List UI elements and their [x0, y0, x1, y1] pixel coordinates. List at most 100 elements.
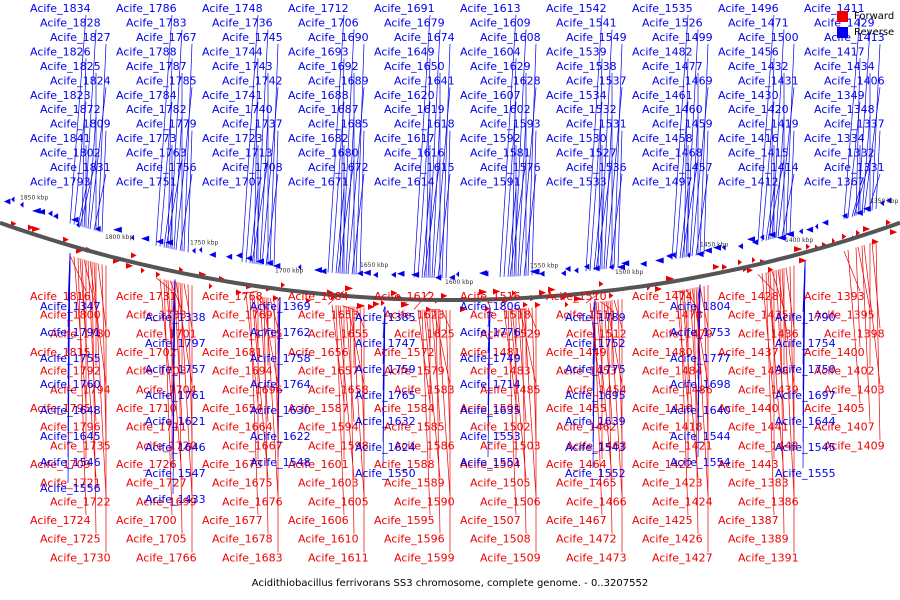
- gene-label[interactable]: Acife_1576: [480, 161, 541, 174]
- gene-label[interactable]: Acife_1367: [804, 176, 865, 189]
- gene-label[interactable]: Acife_1622: [250, 430, 311, 443]
- gene-label[interactable]: Acife_1420: [728, 103, 789, 116]
- gene-label[interactable]: Acife_1538: [556, 60, 617, 73]
- gene-label[interactable]: Acife_1610: [298, 533, 359, 546]
- gene-label[interactable]: Acife_1750: [775, 363, 836, 376]
- gene-label[interactable]: Acife_1591: [460, 176, 521, 189]
- gene-label[interactable]: Acife_1532: [556, 103, 617, 116]
- gene-label[interactable]: Acife_1823: [30, 89, 91, 102]
- gene-label[interactable]: Acife_1334: [804, 132, 865, 145]
- gene-label[interactable]: Acife_1546: [40, 456, 101, 469]
- gene-label[interactable]: Acife_1733: [126, 309, 187, 322]
- gene-label[interactable]: Acife_1681: [202, 346, 263, 359]
- gene-label[interactable]: Acife_1601: [288, 458, 349, 471]
- gene-label[interactable]: Acife_1677: [202, 514, 263, 527]
- gene-label[interactable]: Acife_1457: [652, 161, 713, 174]
- gene-label[interactable]: Acife_1453: [556, 365, 617, 378]
- gene-label[interactable]: Acife_1777: [670, 352, 731, 365]
- gene-label[interactable]: Acife_1667: [222, 439, 283, 452]
- gene-label[interactable]: Acife_1423: [642, 477, 703, 490]
- gene-label[interactable]: Acife_1698: [670, 378, 731, 391]
- gene-label[interactable]: Acife_1696: [222, 383, 283, 396]
- gene-label[interactable]: Acife_1432: [728, 60, 789, 73]
- gene-label[interactable]: Acife_1391: [738, 551, 799, 564]
- gene-label[interactable]: Acife_1764: [250, 378, 311, 391]
- gene-label[interactable]: Acife_1602: [470, 103, 531, 116]
- gene-label[interactable]: Acife_1592: [460, 132, 521, 145]
- gene-label[interactable]: Acife_1639: [565, 415, 626, 428]
- gene-label[interactable]: Acife_1485: [480, 383, 541, 396]
- gene-label[interactable]: Acife_1398: [824, 327, 885, 340]
- gene-label[interactable]: Acife_1516: [460, 290, 521, 303]
- gene-label[interactable]: Acife_1656: [288, 346, 349, 359]
- gene-label[interactable]: Acife_1609: [470, 16, 531, 29]
- gene-label[interactable]: Acife_1773: [116, 132, 177, 145]
- gene-label[interactable]: Acife_1583: [394, 383, 455, 396]
- gene-label[interactable]: Acife_1831: [50, 161, 111, 174]
- gene-label[interactable]: Acife_1541: [556, 16, 617, 29]
- gene-label[interactable]: Acife_1469: [652, 74, 713, 87]
- gene-label[interactable]: Acife_1518: [470, 309, 531, 322]
- gene-label[interactable]: Acife_1618: [394, 118, 455, 131]
- gene-label[interactable]: Acife_1744: [202, 45, 263, 58]
- gene-label[interactable]: Acife_1783: [126, 16, 187, 29]
- gene-label[interactable]: Acife_1459: [652, 118, 713, 131]
- gene-label[interactable]: Acife_1802: [40, 147, 101, 160]
- gene-label[interactable]: Acife_1443: [718, 458, 779, 471]
- gene-label[interactable]: Acife_1611: [308, 551, 369, 564]
- gene-label[interactable]: Acife_1761: [145, 389, 206, 402]
- gene-label[interactable]: Acife_1751: [116, 176, 177, 189]
- gene-label[interactable]: Acife_1483: [470, 365, 531, 378]
- gene-label[interactable]: Acife_1742: [222, 74, 283, 87]
- gene-label[interactable]: Acife_1554: [670, 456, 731, 469]
- gene-label[interactable]: Acife_1795: [30, 402, 91, 415]
- gene-label[interactable]: Acife_1711: [126, 421, 187, 434]
- gene-label[interactable]: Acife_1749: [460, 352, 521, 365]
- gene-label[interactable]: Acife_1424: [652, 495, 713, 508]
- gene-label[interactable]: Acife_1769: [212, 309, 273, 322]
- gene-label[interactable]: Acife_1685: [308, 118, 369, 131]
- gene-label[interactable]: Acife_1478: [642, 309, 703, 322]
- gene-label[interactable]: Acife_1507: [460, 514, 521, 527]
- gene-label[interactable]: Acife_1629: [470, 60, 531, 73]
- gene-label[interactable]: Acife_1349: [804, 89, 865, 102]
- gene-label[interactable]: Acife_1721: [40, 477, 101, 490]
- gene-label[interactable]: Acife_1338: [145, 311, 206, 324]
- gene-label[interactable]: Acife_1466: [566, 495, 627, 508]
- gene-label[interactable]: Acife_1442: [738, 439, 799, 452]
- gene-label[interactable]: Acife_1472: [556, 533, 617, 546]
- gene-label[interactable]: Acife_1703: [126, 365, 187, 378]
- gene-label[interactable]: Acife_1788: [116, 45, 177, 58]
- gene-label[interactable]: Acife_1426: [642, 533, 703, 546]
- gene-label[interactable]: Acife_1418: [642, 421, 703, 434]
- gene-label[interactable]: Acife_1797: [145, 337, 206, 350]
- gene-label[interactable]: Acife_1755: [40, 352, 101, 365]
- gene-label[interactable]: Acife_1608: [480, 31, 541, 44]
- gene-label[interactable]: Acife_1701: [136, 327, 197, 340]
- gene-label[interactable]: Acife_1383: [728, 477, 789, 490]
- gene-label[interactable]: Acife_1775: [565, 363, 626, 376]
- gene-label[interactable]: Acife_1500: [738, 31, 799, 44]
- gene-label[interactable]: Acife_1454: [566, 383, 627, 396]
- gene-label[interactable]: Acife_1533: [546, 176, 607, 189]
- gene-label[interactable]: Acife_1497: [632, 176, 693, 189]
- gene-label[interactable]: Acife_1653: [298, 309, 359, 322]
- gene-label[interactable]: Acife_1691: [374, 2, 435, 15]
- gene-label[interactable]: Acife_1766: [136, 551, 197, 564]
- gene-label[interactable]: Acife_1465: [556, 477, 617, 490]
- gene-label[interactable]: Acife_1765: [355, 389, 416, 402]
- gene-label[interactable]: Acife_1809: [50, 118, 111, 131]
- gene-label[interactable]: Acife_1438: [728, 365, 789, 378]
- gene-label[interactable]: Acife_1787: [126, 60, 187, 73]
- gene-label[interactable]: Acife_1796: [40, 421, 101, 434]
- gene-label[interactable]: Acife_1585: [384, 421, 445, 434]
- gene-label[interactable]: Acife_1548: [250, 456, 311, 469]
- gene-label[interactable]: Acife_1872: [40, 103, 101, 116]
- gene-label[interactable]: Acife_1724: [30, 514, 91, 527]
- gene-label[interactable]: Acife_1715: [222, 327, 283, 340]
- gene-label[interactable]: Acife_1834: [30, 2, 91, 15]
- gene-label[interactable]: Acife_1439: [738, 383, 799, 396]
- gene-label[interactable]: Acife_1455: [546, 402, 607, 415]
- gene-label[interactable]: Acife_1714: [460, 378, 521, 391]
- gene-label[interactable]: Acife_1409: [824, 439, 885, 452]
